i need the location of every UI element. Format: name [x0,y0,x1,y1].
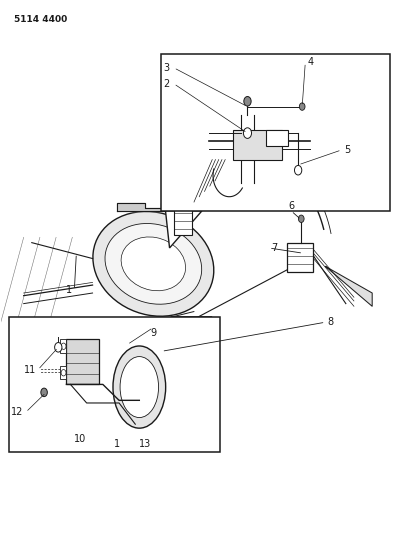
Polygon shape [326,266,372,306]
Circle shape [61,369,66,376]
Bar [60,340,67,353]
Circle shape [244,128,252,139]
Bar [266,131,288,147]
Ellipse shape [93,212,214,316]
Circle shape [122,336,136,356]
Bar [9,317,220,452]
Circle shape [115,327,143,365]
Text: 3: 3 [164,63,170,72]
Text: 2: 2 [163,78,170,88]
Text: 1: 1 [114,439,120,449]
Circle shape [295,165,302,175]
Bar [233,131,282,159]
Text: 6: 6 [288,200,294,211]
Text: 4: 4 [307,58,313,67]
Bar [162,54,390,211]
Circle shape [298,215,304,222]
Polygon shape [166,211,202,248]
Ellipse shape [120,357,159,417]
Ellipse shape [121,237,186,291]
Circle shape [61,343,66,350]
Polygon shape [125,317,212,354]
Circle shape [55,343,62,352]
Bar [67,340,99,384]
Text: 7: 7 [271,243,277,253]
Bar [287,243,313,272]
Text: 5114 4400: 5114 4400 [13,14,67,23]
Text: 9: 9 [150,328,156,338]
Text: 11: 11 [24,365,36,375]
Ellipse shape [113,346,166,428]
Text: 13: 13 [139,439,151,449]
Circle shape [41,388,47,397]
Circle shape [244,96,251,106]
Text: 5: 5 [344,145,350,155]
Bar [174,208,192,235]
Text: 10: 10 [74,434,86,444]
Text: 8: 8 [328,317,334,327]
Text: 1: 1 [66,285,72,295]
Circle shape [299,103,305,110]
Polygon shape [117,203,184,211]
Text: 12: 12 [11,407,24,417]
Ellipse shape [105,223,202,304]
Bar [60,366,67,379]
